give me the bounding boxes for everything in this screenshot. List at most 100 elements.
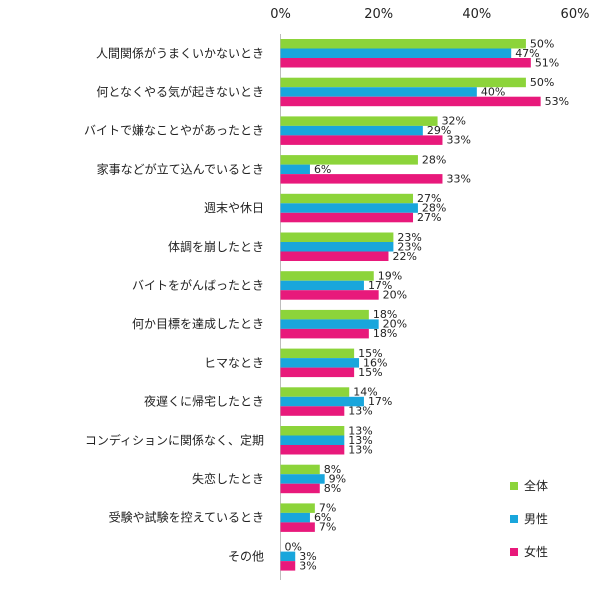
bar-overall <box>280 464 320 475</box>
data-label: 51% <box>535 56 559 69</box>
data-label: 17% <box>368 279 392 292</box>
bar-female <box>280 174 443 184</box>
bar-male <box>280 164 310 175</box>
data-label: 3% <box>299 550 316 563</box>
data-label: 3% <box>299 559 316 572</box>
category-label: バイトで嫌なことやがあったとき <box>84 123 264 138</box>
data-label: 13% <box>348 443 372 456</box>
data-label: 28% <box>422 202 446 215</box>
data-label: 32% <box>442 115 466 128</box>
data-label: 13% <box>348 434 372 447</box>
legend-label: 全体 <box>524 478 548 493</box>
bar-female <box>280 522 315 532</box>
category-label: 夜遅くに帰宅したとき <box>144 394 264 409</box>
x-tick-label: 20% <box>364 7 393 22</box>
bar-female <box>280 406 345 416</box>
bar-overall <box>280 309 369 320</box>
bar-overall <box>280 348 355 359</box>
data-label: 13% <box>348 424 372 437</box>
data-label: 19% <box>378 270 402 283</box>
data-label: 33% <box>446 134 470 147</box>
data-label: 7% <box>319 521 336 534</box>
bar-overall <box>280 77 526 88</box>
bar-male <box>280 280 364 291</box>
bar-overall <box>280 193 414 204</box>
data-label: 47% <box>515 47 539 60</box>
data-label: 20% <box>383 318 407 331</box>
bar-male <box>280 242 394 252</box>
data-label: 15% <box>358 366 382 379</box>
data-label: 8% <box>324 482 341 495</box>
category-label: 何となくやる気が起きないとき <box>96 84 264 99</box>
bar-female <box>280 58 531 68</box>
data-label: 17% <box>368 395 392 408</box>
data-label: 33% <box>446 172 470 185</box>
bar-male <box>280 551 296 562</box>
data-label: 7% <box>319 502 336 515</box>
bar-female <box>280 445 345 455</box>
data-label: 6% <box>314 511 331 524</box>
data-label: 14% <box>353 386 377 399</box>
data-label: 22% <box>392 250 416 263</box>
bar-female <box>280 483 320 494</box>
data-label: 53% <box>545 95 569 108</box>
bar-male <box>280 203 418 213</box>
category-label: 受験や試験を控えているとき <box>109 510 264 525</box>
bar-female <box>280 135 443 145</box>
category-label: コンディションに関係なく、定期 <box>85 432 264 447</box>
legend-swatch <box>510 548 518 556</box>
x-tick-label: 40% <box>462 7 491 22</box>
bar-female <box>280 212 414 223</box>
category-label: 体調を崩したとき <box>168 240 264 254</box>
bar-male <box>280 87 477 97</box>
bar-female <box>280 290 379 300</box>
bar-female <box>280 367 355 378</box>
bar-overall <box>280 116 438 126</box>
legend-swatch <box>510 482 518 490</box>
category-label: 人間関係がうまくいかないとき <box>96 45 264 60</box>
bar-male <box>280 319 379 329</box>
data-label: 29% <box>427 124 451 137</box>
data-label: 15% <box>358 347 382 360</box>
data-label: 23% <box>397 231 421 244</box>
data-label: 18% <box>373 308 397 321</box>
data-label: 50% <box>530 76 554 89</box>
data-label: 40% <box>481 86 505 99</box>
category-label: 何か目標を達成したとき <box>132 317 264 331</box>
bar-overall <box>280 39 526 49</box>
data-label: 28% <box>422 153 446 166</box>
bar-female <box>280 328 369 339</box>
data-label: 23% <box>397 240 421 253</box>
data-label: 18% <box>373 327 397 340</box>
bar-male <box>280 358 360 368</box>
legend-swatch <box>510 515 518 523</box>
data-label: 16% <box>363 356 387 369</box>
category-label: 失恋したとき <box>192 471 264 486</box>
bar-overall <box>280 232 394 242</box>
bar-female <box>280 561 296 571</box>
data-label: 27% <box>417 192 441 205</box>
bar-female <box>280 251 389 261</box>
x-tick-label: 60% <box>561 7 590 22</box>
x-tick-label: 0% <box>270 7 291 22</box>
bar-overall <box>280 271 374 281</box>
legend-label: 女性 <box>524 544 548 559</box>
bar-male <box>280 435 345 445</box>
bar-male <box>280 396 364 407</box>
data-label: 8% <box>324 463 341 476</box>
category-label: 家事などが立て込んでいるとき <box>97 161 264 176</box>
data-label: 0% <box>285 540 302 553</box>
category-label: ヒマなとき <box>204 356 264 370</box>
bar-male <box>280 48 512 58</box>
bar-overall <box>280 155 418 165</box>
bar-male <box>280 512 310 523</box>
data-label: 20% <box>383 289 407 302</box>
data-label: 6% <box>314 163 331 176</box>
bar-male <box>280 474 325 484</box>
data-label: 50% <box>530 37 554 50</box>
bar-female <box>280 96 541 107</box>
data-label: 27% <box>417 211 441 224</box>
category-label: 週末や休日 <box>204 201 264 215</box>
